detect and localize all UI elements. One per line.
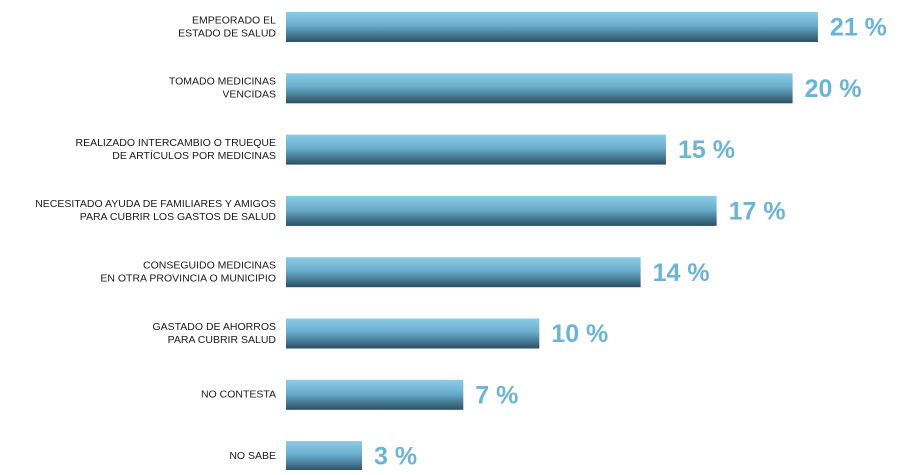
value-label: 21 % xyxy=(830,14,887,42)
value-label: 10 % xyxy=(551,320,608,348)
bar xyxy=(286,379,464,410)
category-label: CONSEGUIDO MEDICINAS xyxy=(143,259,276,271)
value-label: 17 % xyxy=(729,198,786,226)
bar xyxy=(286,257,641,288)
value-label: 7 % xyxy=(475,381,518,409)
category-label: EMPEORADO EL xyxy=(192,14,276,26)
category-label: TOMADO MEDICINAS xyxy=(169,76,276,88)
category-label: ESTADO DE SALUD xyxy=(178,27,276,39)
bar xyxy=(286,318,540,349)
value-label: 20 % xyxy=(805,75,862,103)
category-label: PARA CUBRIR LOS GASTOS DE SALUD xyxy=(80,211,277,223)
value-label: 15 % xyxy=(678,136,735,164)
category-label: DE ARTÍCULOS POR MEDICINAS xyxy=(112,149,276,162)
bar xyxy=(286,73,793,104)
bar xyxy=(286,195,717,226)
value-label: 3 % xyxy=(374,443,417,470)
bar xyxy=(286,134,666,165)
category-label: NO CONTESTA xyxy=(201,389,276,401)
category-label: REALIZADO INTERCAMBIO O TRUEQUE xyxy=(76,137,277,149)
category-label: GASTADO DE AHORROS xyxy=(153,321,277,333)
bar xyxy=(286,12,818,42)
category-label: EN OTRA PROVINCIA O MUNICIPIO xyxy=(100,272,276,284)
category-label: NO SABE xyxy=(229,450,276,462)
bar xyxy=(286,441,362,472)
category-label: NECESITADO AYUDA DE FAMILIARES Y AMIGOS xyxy=(35,198,276,210)
category-label: VENCIDAS xyxy=(222,89,276,101)
value-label: 14 % xyxy=(653,259,710,287)
category-label: PARA CUBRIR SALUD xyxy=(168,334,277,346)
